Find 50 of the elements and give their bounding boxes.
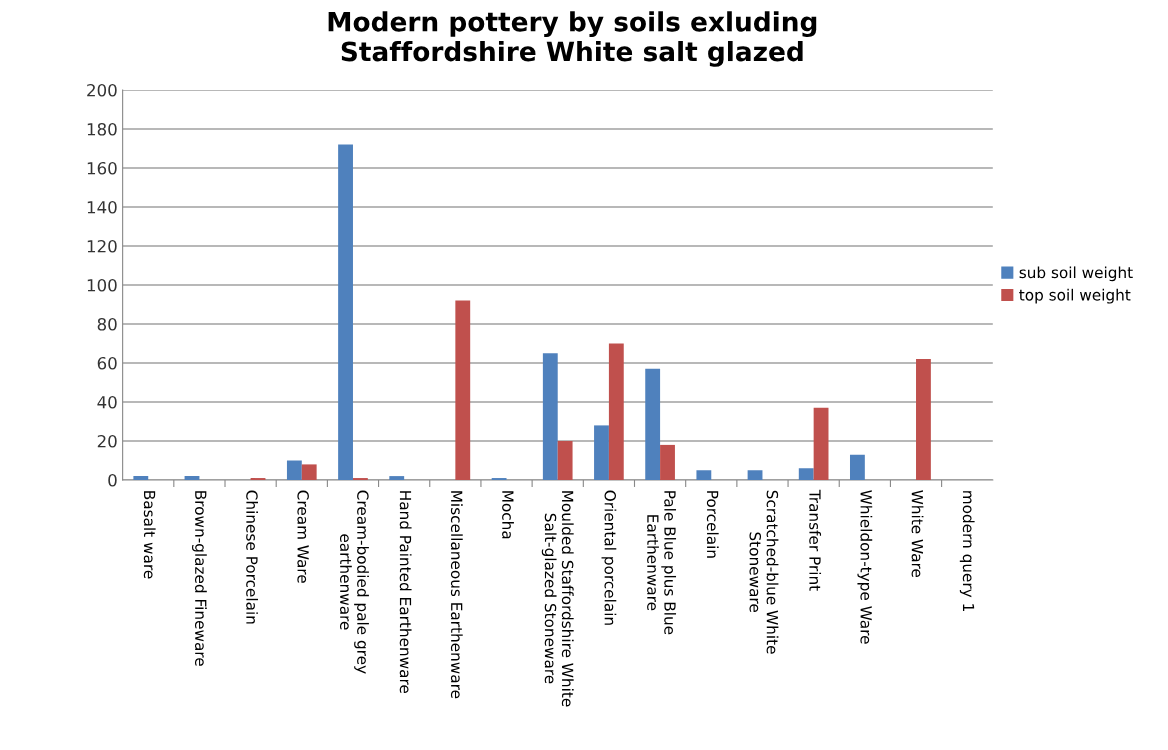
x-tick-label: Moulded Staffordshire White Salt-glazed Stoneware — [541, 491, 574, 707]
bar — [286, 460, 302, 480]
y-tick-label: 140 — [87, 200, 117, 214]
x-tick-label: Cream-bodied pale grey earthenware — [339, 490, 369, 674]
x-tick-label: Brown-glazed Fineware — [192, 491, 207, 666]
x-tick-label: Pale Blue plus Blue Earthenware — [647, 491, 677, 635]
x-tick-label: Cream Ware — [297, 490, 309, 583]
bar — [557, 441, 573, 480]
x-tick-label: Scratched-blue White Stoneware — [749, 490, 779, 654]
y-tick-label: 120 — [87, 239, 117, 253]
y-tick-label: 180 — [87, 122, 117, 136]
bar — [338, 144, 353, 480]
bar — [455, 300, 471, 480]
x-tick-label: Porcelain — [706, 491, 719, 558]
bar — [301, 464, 317, 480]
bar — [849, 454, 865, 480]
chart-title: Modern pottery by soils exluding Staffordshire White salt glazed — [328, 11, 817, 67]
y-tick-label: 160 — [87, 161, 117, 175]
bar — [133, 476, 149, 480]
bar — [813, 407, 829, 480]
x-tick-label: Hand Painted Earthenware — [399, 491, 412, 694]
x-tick-label: White Ware — [911, 490, 924, 578]
bar — [594, 425, 609, 480]
x-tick-label: Mocha — [502, 491, 514, 539]
x-tick-label: Miscellaneous Earthenware — [450, 491, 463, 699]
bar — [747, 470, 763, 480]
bar — [389, 476, 405, 480]
y-tick-label: 0 — [108, 473, 117, 487]
y-tick-label: 20 — [97, 434, 117, 448]
bar — [696, 470, 712, 480]
x-tick-label: Transfer Print — [809, 489, 822, 591]
y-tick-label: 100 — [87, 278, 117, 292]
bar — [660, 444, 675, 480]
bar — [608, 343, 624, 480]
y-tick-label: 60 — [97, 356, 117, 370]
x-tick-label: modern query 1 — [959, 491, 975, 611]
legend-label: sub soil weight — [1019, 266, 1133, 282]
x-tick-label: Chinese Porcelain — [246, 490, 258, 624]
bar — [542, 353, 558, 480]
x-tick-label: Whieldon-type Ware — [857, 490, 873, 644]
bar — [184, 476, 200, 480]
bar — [916, 359, 931, 480]
x-tick-label: Basalt ware — [143, 491, 156, 579]
y-tick-label: 40 — [97, 395, 117, 409]
bar — [798, 468, 814, 480]
y-tick-label: 80 — [97, 317, 117, 331]
x-tick-label: Oriental porcelain — [601, 490, 617, 625]
bar — [645, 368, 661, 480]
y-tick-label: 200 — [87, 83, 117, 97]
legend-label: top soil weight — [1019, 288, 1131, 304]
